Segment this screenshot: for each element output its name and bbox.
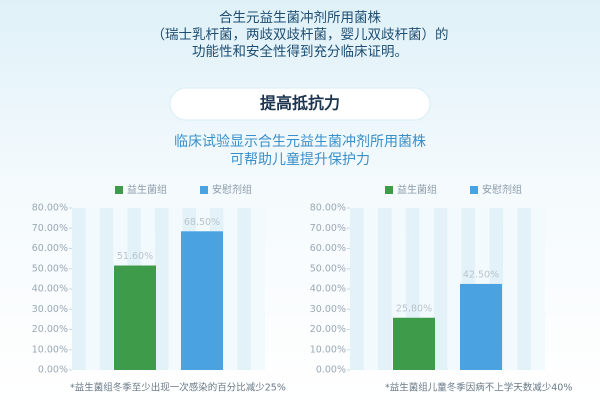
intro-line: 合生元益生菌冲剂所用菌株 <box>219 10 381 26</box>
stripe <box>531 208 545 370</box>
y-tick-label: 40.00% <box>32 284 68 295</box>
footnote: *益生菌组冬季至少出现一次感染的百分比减少25% <box>70 382 286 394</box>
stripe <box>517 208 532 370</box>
y-tick-label: 70.00% <box>310 223 346 234</box>
stripe <box>85 208 100 370</box>
y-tick-label: 30.00% <box>310 304 346 315</box>
y-tick-label: 70.00% <box>32 223 68 234</box>
y-tick-label: 20.00% <box>32 324 68 335</box>
stripe <box>99 208 114 370</box>
heading: 提高抵抗力 <box>260 94 340 113</box>
y-tick-label: 0.00% <box>316 365 346 376</box>
legend-label: 安慰剂组 <box>482 183 522 196</box>
y-tick-label: 80.00% <box>32 203 68 214</box>
y-tick-label: 20.00% <box>310 324 346 335</box>
value-label: 25.80% <box>396 303 432 314</box>
legend-swatch <box>115 186 123 194</box>
y-tick-label: 60.00% <box>310 243 346 254</box>
legend-label: 益生菌组 <box>397 183 437 196</box>
legend-swatch <box>385 186 393 194</box>
y-tick-label: 50.00% <box>310 263 346 274</box>
intro-line: 功能性和安全性得到充分临床证明。 <box>192 43 408 60</box>
stripe <box>447 208 462 370</box>
legend-swatch <box>200 186 208 194</box>
y-tick-label: 10.00% <box>32 344 68 355</box>
bar <box>181 231 223 370</box>
subtitle: 临床试验显示合生元益生菌冲剂所用菌株 <box>174 134 426 150</box>
stripe <box>251 208 265 370</box>
stripe <box>433 208 448 370</box>
legend-label: 益生菌组 <box>127 183 167 196</box>
stripe <box>223 208 238 370</box>
stripe <box>503 208 518 370</box>
y-tick-label: 60.00% <box>32 243 68 254</box>
value-label: 51.60% <box>117 251 153 262</box>
value-label: 68.50% <box>184 217 220 228</box>
y-tick-label: 10.00% <box>310 344 346 355</box>
y-tick-label: 0.00% <box>38 365 68 376</box>
legend-label: 安慰剂组 <box>212 183 252 196</box>
subtitle: 可帮助儿童提升保护力 <box>230 151 370 168</box>
stripe <box>363 208 378 370</box>
stripe <box>377 208 392 370</box>
bar <box>460 283 502 370</box>
heading-pill <box>169 87 431 121</box>
y-tick-label: 50.00% <box>32 263 68 274</box>
legend-swatch <box>470 186 478 194</box>
bar <box>393 317 435 370</box>
stripe <box>237 208 252 370</box>
y-tick-label: 30.00% <box>32 304 68 315</box>
stripe <box>350 208 364 370</box>
stripe <box>168 208 183 370</box>
stripe <box>72 208 86 370</box>
value-label: 42.50% <box>463 269 499 280</box>
stripe <box>154 208 169 370</box>
bar <box>114 265 156 370</box>
y-tick-label: 80.00% <box>310 203 346 214</box>
y-tick-label: 40.00% <box>310 284 346 295</box>
intro-line: （瑞士乳杆菌，两歧双歧杆菌，婴儿双歧杆菌）的 <box>152 27 449 43</box>
footnote: *益生菌组儿童冬季因病不上学天数减少40% <box>385 382 572 394</box>
